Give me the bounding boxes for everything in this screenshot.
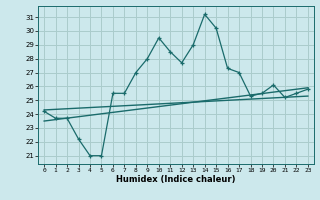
X-axis label: Humidex (Indice chaleur): Humidex (Indice chaleur) <box>116 175 236 184</box>
